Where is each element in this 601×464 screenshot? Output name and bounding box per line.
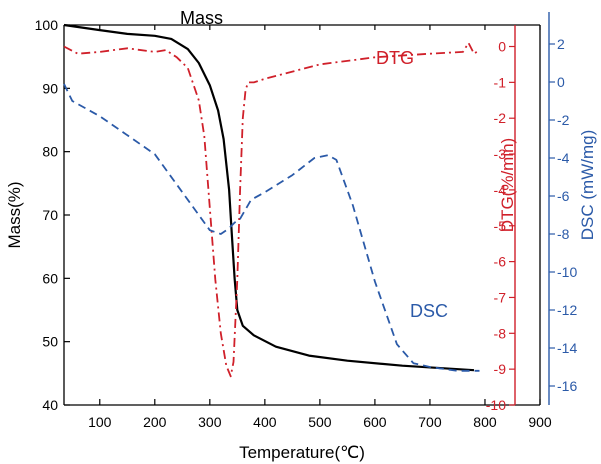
mass-tick-label: 90 (42, 80, 58, 96)
x-tick-label: 600 (363, 414, 387, 430)
dsc-axis-ticks: 2 0 -2 -4 -6 -8 -10 -12 -14 -16 (549, 36, 577, 394)
dsc-tick-label: 0 (557, 74, 565, 90)
dtg-tick-label: -2 (494, 110, 507, 126)
dtg-tick-label: 0 (498, 39, 506, 55)
dtg-axis-ticks: 0 -1 -2 -3 -4 -5 -6 -7 -8 -9 -10 (486, 39, 515, 413)
mass-tick-label: 60 (42, 270, 58, 286)
series-line-mass (63, 23, 475, 372)
dsc-tick-label: -4 (557, 150, 570, 166)
dsc-tick-label: 2 (557, 36, 565, 52)
series-label-mass: Mass (180, 8, 223, 28)
mass-axis-ticks: 40 50 60 70 80 90 100 (35, 17, 70, 413)
series-layer (63, 23, 480, 378)
dtg-axis-title: DTG(%/min) (498, 138, 517, 232)
x-tick-label: 500 (308, 414, 332, 430)
x-tick-label: 700 (418, 414, 442, 430)
dsc-tick-label: -10 (557, 264, 577, 280)
mass-tick-label: 100 (35, 17, 59, 33)
series-line-dtg (63, 42, 480, 378)
x-tick-label: 800 (473, 414, 497, 430)
dtg-tick-label: -9 (494, 361, 507, 377)
dsc-tick-label: -14 (557, 340, 577, 356)
dtg-tick-label: -1 (494, 74, 507, 90)
mass-tick-label: 50 (42, 334, 58, 350)
series-label-dsc: DSC (410, 301, 448, 321)
dtg-tick-label: -8 (494, 325, 507, 341)
x-tick-label: 300 (198, 414, 222, 430)
series-line-dsc (63, 83, 480, 372)
mass-tick-label: 40 (42, 397, 58, 413)
x-tick-label: 400 (253, 414, 277, 430)
dtg-tick-label: -3 (494, 146, 507, 162)
dtg-tick-label: -7 (494, 289, 507, 305)
dtg-tick-label: -4 (494, 182, 507, 198)
x-axis-title: Temperature(℃) (239, 443, 365, 462)
dsc-axis-title: DSC (mW/mg) (578, 130, 597, 240)
x-axis-ticks: 100 200 300 400 500 600 700 800 900 (88, 25, 552, 430)
x-tick-label: 100 (88, 414, 112, 430)
dtg-tick-label: -10 (486, 397, 506, 413)
dtg-tick-label: -6 (494, 254, 507, 270)
dsc-tick-label: -12 (557, 302, 577, 318)
mass-tick-label: 70 (42, 207, 58, 223)
dsc-tick-label: -16 (557, 378, 577, 394)
series-label-dtg: DTG (376, 48, 414, 68)
x-tick-label: 200 (143, 414, 167, 430)
dsc-tick-label: -8 (557, 226, 570, 242)
mass-axis-title: Mass(%) (5, 181, 24, 248)
x-tick-label: 900 (528, 414, 552, 430)
dsc-tick-label: -6 (557, 188, 570, 204)
dsc-tick-label: -2 (557, 112, 570, 128)
mass-tick-label: 80 (42, 144, 58, 160)
dtg-tick-label: -5 (494, 218, 507, 234)
